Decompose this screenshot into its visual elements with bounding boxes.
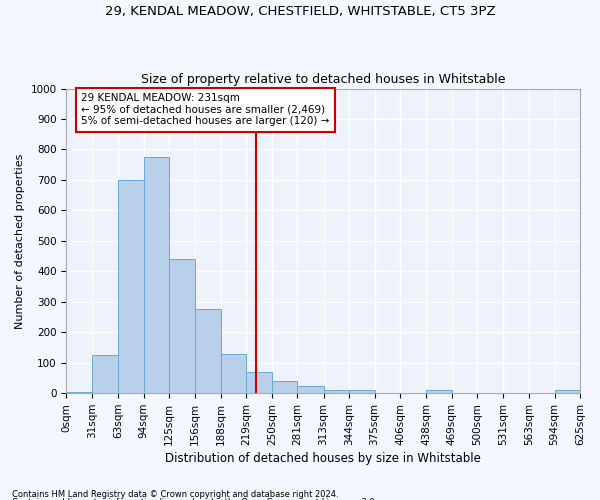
Bar xyxy=(323,390,349,393)
Bar xyxy=(298,386,323,393)
Title: Size of property relative to detached houses in Whitstable: Size of property relative to detached ho… xyxy=(141,73,505,86)
Bar xyxy=(427,390,452,393)
Bar xyxy=(67,392,92,393)
Bar xyxy=(194,310,221,393)
Bar xyxy=(349,390,374,393)
Bar xyxy=(221,354,247,393)
Bar xyxy=(554,390,580,393)
Bar xyxy=(272,381,298,393)
Bar xyxy=(247,372,272,393)
Text: Contains public sector information licensed under the Open Government Licence v3: Contains public sector information licen… xyxy=(12,498,377,500)
Text: 29 KENDAL MEADOW: 231sqm
← 95% of detached houses are smaller (2,469)
5% of semi: 29 KENDAL MEADOW: 231sqm ← 95% of detach… xyxy=(81,93,329,126)
Text: 29, KENDAL MEADOW, CHESTFIELD, WHITSTABLE, CT5 3PZ: 29, KENDAL MEADOW, CHESTFIELD, WHITSTABL… xyxy=(104,5,496,18)
Bar xyxy=(118,180,143,393)
Text: Contains HM Land Registry data © Crown copyright and database right 2024.: Contains HM Land Registry data © Crown c… xyxy=(12,490,338,499)
X-axis label: Distribution of detached houses by size in Whitstable: Distribution of detached houses by size … xyxy=(165,452,481,465)
Bar xyxy=(92,355,118,393)
Y-axis label: Number of detached properties: Number of detached properties xyxy=(15,153,25,328)
Bar xyxy=(143,157,169,393)
Bar xyxy=(169,259,194,393)
